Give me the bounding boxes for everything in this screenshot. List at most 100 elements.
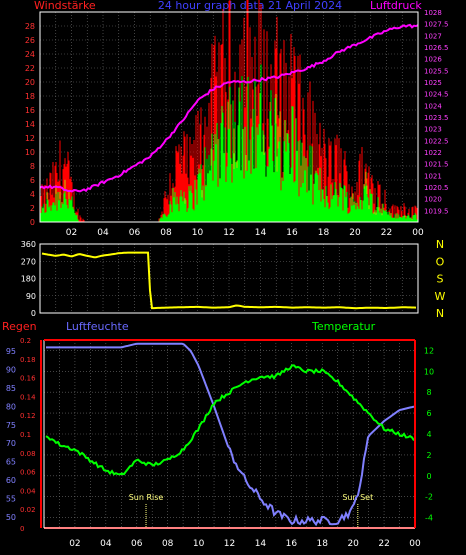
- wind-y-tick-label: 4: [30, 190, 35, 199]
- climate-x-tick-label: 10: [193, 539, 205, 549]
- temperature-axis-title: Temperatur: [311, 320, 376, 333]
- pressure-y-tick-label: 1020: [424, 196, 442, 204]
- rain-y-tick-label: 0.16: [20, 375, 36, 383]
- temperature-y-tick-label: 4: [426, 430, 431, 439]
- humidity-temperature-panel: Sun Rise Sun Set5055606570758085909500.02…: [6, 337, 434, 549]
- wind-y-tick-label: 10: [25, 148, 35, 157]
- pressure-y-tick-label: 1020.5: [424, 184, 449, 192]
- wind-x-tick-label: 08: [160, 228, 172, 238]
- rain-y-tick-label: 0.12: [20, 412, 36, 420]
- compass-label: S: [437, 273, 444, 286]
- humidity-y-tick-label: 55: [6, 495, 16, 504]
- rain-y-tick-label: 0.2: [20, 337, 31, 345]
- wind-x-tick-label: 18: [318, 228, 330, 238]
- humidity-y-tick-label: 95: [6, 347, 16, 356]
- climate-x-tick-label: 06: [131, 539, 143, 549]
- pressure-y-tick-label: 1027: [424, 32, 442, 40]
- wind-y-tick-label: 28: [25, 22, 35, 31]
- rain-axis-title: Regen: [2, 320, 37, 333]
- temperature-y-tick-label: -4: [425, 514, 433, 523]
- wind-x-tick-label: 22: [381, 228, 392, 238]
- climate-x-tick-label: 18: [317, 539, 329, 549]
- graph-date-title: 24 hour graph data 21 April 2024: [158, 0, 342, 12]
- wind-axis-title: Windstärke: [34, 0, 96, 12]
- wind-y-tick-label: 24: [25, 50, 35, 59]
- wind-x-tick-label: 14: [255, 228, 267, 238]
- climate-x-tick-label: 12: [224, 539, 235, 549]
- wind-x-tick-label: 04: [97, 228, 109, 238]
- rain-y-tick-label: 0.08: [20, 450, 36, 458]
- pressure-y-tick-label: 1021: [424, 172, 442, 180]
- pressure-axis-title: Luftdruck: [370, 0, 422, 12]
- wind-x-tick-label: 16: [286, 228, 298, 238]
- climate-x-tick-label: 22: [378, 539, 389, 549]
- wind-y-tick-label: 8: [30, 162, 35, 171]
- climate-x-tick-label: 08: [162, 539, 174, 549]
- temperature-y-tick-label: 6: [426, 409, 431, 418]
- wind-x-tick-label: 02: [66, 228, 77, 238]
- pressure-y-tick-label: 1025: [424, 79, 442, 87]
- rain-y-tick-label: 0.14: [20, 393, 36, 401]
- wind-pressure-panel: 02468101214161820222426281019.510201020.…: [25, 0, 449, 238]
- direction-y-tick-label: 0: [31, 309, 36, 318]
- pressure-y-tick-label: 1026.5: [424, 44, 449, 52]
- wind-y-tick-label: 26: [25, 36, 35, 45]
- wind-y-tick-label: 22: [25, 64, 35, 73]
- compass-label: W: [435, 290, 446, 303]
- humidity-line: [46, 342, 415, 527]
- compass-label: O: [436, 255, 445, 268]
- direction-plot-frame: [39, 243, 419, 314]
- wind-y-tick-label: 18: [25, 92, 35, 101]
- compass-label: N: [436, 307, 444, 320]
- direction-y-tick-label: 270: [21, 257, 36, 266]
- humidity-y-tick-label: 60: [6, 476, 16, 485]
- humidity-y-tick-label: 80: [6, 402, 16, 411]
- wind-y-tick-label: 0: [30, 218, 35, 227]
- wind-x-tick-label: 00: [412, 228, 424, 238]
- humidity-y-tick-label: 90: [6, 365, 16, 374]
- rain-y-tick-label: 0.1: [20, 431, 31, 439]
- humidity-y-tick-label: 70: [6, 439, 16, 448]
- wind-x-tick-label: 06: [129, 228, 141, 238]
- rain-y-tick-label: 0.04: [20, 487, 36, 495]
- wind-plot-frame: [39, 11, 419, 223]
- wind-y-tick-label: 2: [30, 204, 35, 213]
- pressure-y-tick-label: 1022: [424, 149, 442, 157]
- temperature-y-tick-label: 10: [424, 367, 434, 376]
- pressure-y-tick-label: 1027.5: [424, 21, 449, 29]
- rain-y-tick-label: 0.02: [20, 506, 36, 514]
- wind-y-tick-label: 14: [25, 120, 35, 129]
- temperature-y-tick-label: 12: [424, 346, 434, 355]
- pressure-y-tick-label: 1024: [424, 102, 442, 110]
- temperature-y-tick-label: 0: [426, 472, 431, 481]
- pressure-y-tick-label: 1022.5: [424, 137, 449, 145]
- pressure-y-tick-label: 1021.5: [424, 161, 449, 169]
- humidity-y-tick-label: 75: [6, 421, 16, 430]
- pressure-y-tick-label: 1023: [424, 126, 442, 134]
- climate-x-tick-label: 04: [100, 539, 112, 549]
- pressure-line: [39, 23, 419, 193]
- rain-y-tick-label: 0.06: [20, 469, 36, 477]
- humidity-y-tick-label: 85: [6, 384, 16, 393]
- sun-marker-label: Sun Set: [342, 493, 373, 502]
- wind-y-tick-label: 20: [25, 78, 35, 87]
- humidity-axis-title: Luftfeuchte: [66, 320, 129, 333]
- wind-y-tick-label: 16: [25, 106, 35, 115]
- climate-x-tick-label: 02: [69, 539, 80, 549]
- wind-x-tick-label: 10: [192, 228, 204, 238]
- climate-x-tick-label: 20: [347, 539, 359, 549]
- rain-y-tick-label: 0: [20, 525, 24, 533]
- temperature-y-tick-label: 2: [426, 451, 431, 460]
- compass-label: N: [436, 238, 444, 251]
- wind-direction-line: [41, 251, 417, 310]
- pressure-y-tick-label: 1019.5: [424, 207, 449, 215]
- humidity-y-tick-label: 65: [6, 458, 16, 467]
- pressure-y-tick-label: 1025.5: [424, 67, 449, 75]
- direction-y-tick-label: 180: [21, 275, 36, 284]
- humidity-y-tick-label: 50: [6, 513, 16, 522]
- temperature-line: [45, 364, 415, 476]
- direction-y-tick-label: 90: [26, 292, 36, 301]
